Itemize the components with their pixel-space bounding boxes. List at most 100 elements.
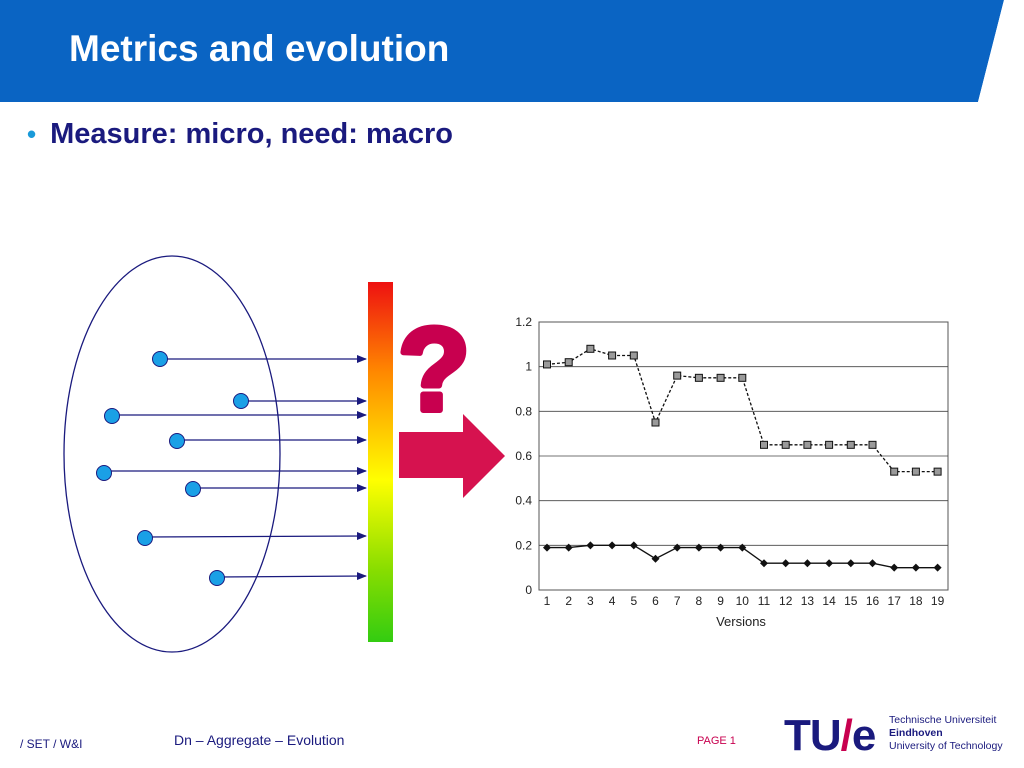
- metric-point: [104, 408, 120, 424]
- chart-y-tick-label: 0.6: [515, 449, 532, 463]
- metric-point: [137, 530, 153, 546]
- chart-data-point: [781, 559, 790, 568]
- chart-data-point: [846, 440, 855, 449]
- chart-data-point: [716, 543, 725, 552]
- chart-data-point: [890, 467, 899, 476]
- chart-x-tick-label: 5: [630, 594, 637, 608]
- chart-x-tick-label: 15: [844, 594, 858, 608]
- chart-x-tick-label: 10: [736, 594, 750, 608]
- chart-y-tick-label: 1.2: [515, 315, 532, 329]
- chart-y-tick-label: 0.8: [515, 404, 532, 418]
- aggregation-arrow-icon: [399, 414, 505, 498]
- chart-y-tick-label: 0.2: [515, 538, 532, 552]
- chart-x-tick-label: 6: [652, 594, 659, 608]
- logo-mark-tu: TU: [784, 711, 842, 760]
- chart-data-point: [716, 373, 725, 382]
- footer-department: / SET / W&I: [20, 737, 83, 751]
- chart-x-ticks: 1 2 3 4 5 6 7 8 9 10 11 12 13 14 15 16 17 18 19: [544, 594, 945, 608]
- question-mark-icon: ?: [398, 304, 470, 436]
- chart-data-point: [933, 563, 942, 572]
- color-scale-bar: [368, 282, 393, 642]
- chart-data-point: [564, 543, 573, 552]
- metric-point: [233, 393, 249, 409]
- metric-arrows: [104, 355, 367, 581]
- chart-data-point: [673, 543, 682, 552]
- chart-data-point: [846, 559, 855, 568]
- chart-x-tick-label: 17: [888, 594, 902, 608]
- chart-data-point: [760, 559, 768, 568]
- chart-y-tick-label: 0: [525, 583, 532, 597]
- chart-data-point: [564, 358, 573, 367]
- page-number: PAGE 1: [697, 735, 736, 747]
- chart-data-point: [911, 467, 920, 476]
- logo-line-1: Technische Universiteit: [889, 714, 997, 726]
- logo-line-2: Eindhoven: [889, 727, 943, 739]
- metric-arrow: [216, 572, 367, 581]
- chart-data-point: [933, 467, 942, 476]
- title-bar: Metrics and evolution: [0, 0, 1024, 102]
- chart-x-axis-label: Versions: [716, 614, 766, 629]
- chart-data-point: [825, 559, 834, 568]
- chart-data-point: [803, 559, 812, 568]
- metric-point: [209, 570, 225, 586]
- chart-x-tick-label: 12: [779, 594, 793, 608]
- chart-y-tick-label: 0.4: [515, 494, 532, 508]
- chart-data-point: [911, 563, 920, 572]
- chart-y-ticks: 0 0.2 0.4 0.6 0.8 1 1.2: [515, 315, 532, 597]
- chart-data-point: [760, 440, 768, 449]
- chart-x-tick-label: 2: [565, 594, 572, 608]
- chart-x-tick-label: 4: [609, 594, 616, 608]
- bullet-item: • Measure: micro, need: macro: [27, 118, 453, 151]
- logo-line-3: University of Technology: [889, 740, 1003, 752]
- page-title: Metrics and evolution: [69, 28, 450, 69]
- chart-y-tick-label: 1: [525, 360, 532, 374]
- metric-point: [152, 351, 168, 367]
- chart-x-tick-label: 1: [544, 594, 551, 608]
- chart-data-point: [694, 543, 703, 552]
- chart-x-tick-label: 7: [674, 594, 681, 608]
- system-ellipse: [63, 255, 281, 653]
- chart-x-tick-label: 13: [801, 594, 815, 608]
- chart-data-point: [608, 541, 617, 550]
- chart-data-point: [890, 563, 899, 572]
- university-logo: TU/e Technische Universiteit Eindhoven U…: [784, 712, 1020, 762]
- title-bar-background: [0, 0, 1024, 102]
- chart-data-point: [543, 360, 551, 369]
- metric-points: [96, 351, 249, 586]
- logo-mark-e: e: [851, 711, 877, 760]
- chart-data-point: [586, 541, 595, 550]
- chart-data-point: [673, 371, 682, 380]
- chart-data-point: [651, 554, 660, 563]
- chart-x-tick-label: 18: [909, 594, 923, 608]
- metric-point: [169, 433, 185, 449]
- logo-mark-slash: /: [840, 711, 853, 760]
- chart-x-tick-label: 14: [822, 594, 836, 608]
- chart-data-point: [738, 543, 747, 552]
- chart-series: [543, 344, 942, 572]
- logo-text: Technische Universiteit Eindhoven Univer…: [889, 714, 1003, 753]
- logo-mark: TU/e: [784, 711, 877, 760]
- chart-data-point: [825, 440, 834, 449]
- chart-data-point: [868, 559, 877, 568]
- chart-x-tick-label: 9: [717, 594, 724, 608]
- chart-x-tick-label: 11: [758, 594, 771, 608]
- chart-x-tick-label: 19: [931, 594, 945, 608]
- metric-point: [185, 481, 201, 497]
- bullet-dot-icon: •: [27, 119, 37, 149]
- chart-x-tick-label: 3: [587, 594, 594, 608]
- footer-topic: Dn – Aggregate – Evolution: [174, 732, 345, 748]
- chart-data-point: [738, 373, 747, 382]
- chart-x-tick-label: 8: [696, 594, 703, 608]
- chart-data-point: [543, 543, 551, 552]
- question-mark-outline: ?: [398, 304, 470, 436]
- chart-x-tick-label: 16: [866, 594, 880, 608]
- chart-data-point: [629, 351, 638, 360]
- chart-data-point: [586, 344, 595, 353]
- chart-data-point: [651, 418, 660, 427]
- chart-data-point: [868, 440, 877, 449]
- metric-arrow: [144, 532, 367, 541]
- chart-data-point: [781, 440, 790, 449]
- chart-data-point: [608, 351, 617, 360]
